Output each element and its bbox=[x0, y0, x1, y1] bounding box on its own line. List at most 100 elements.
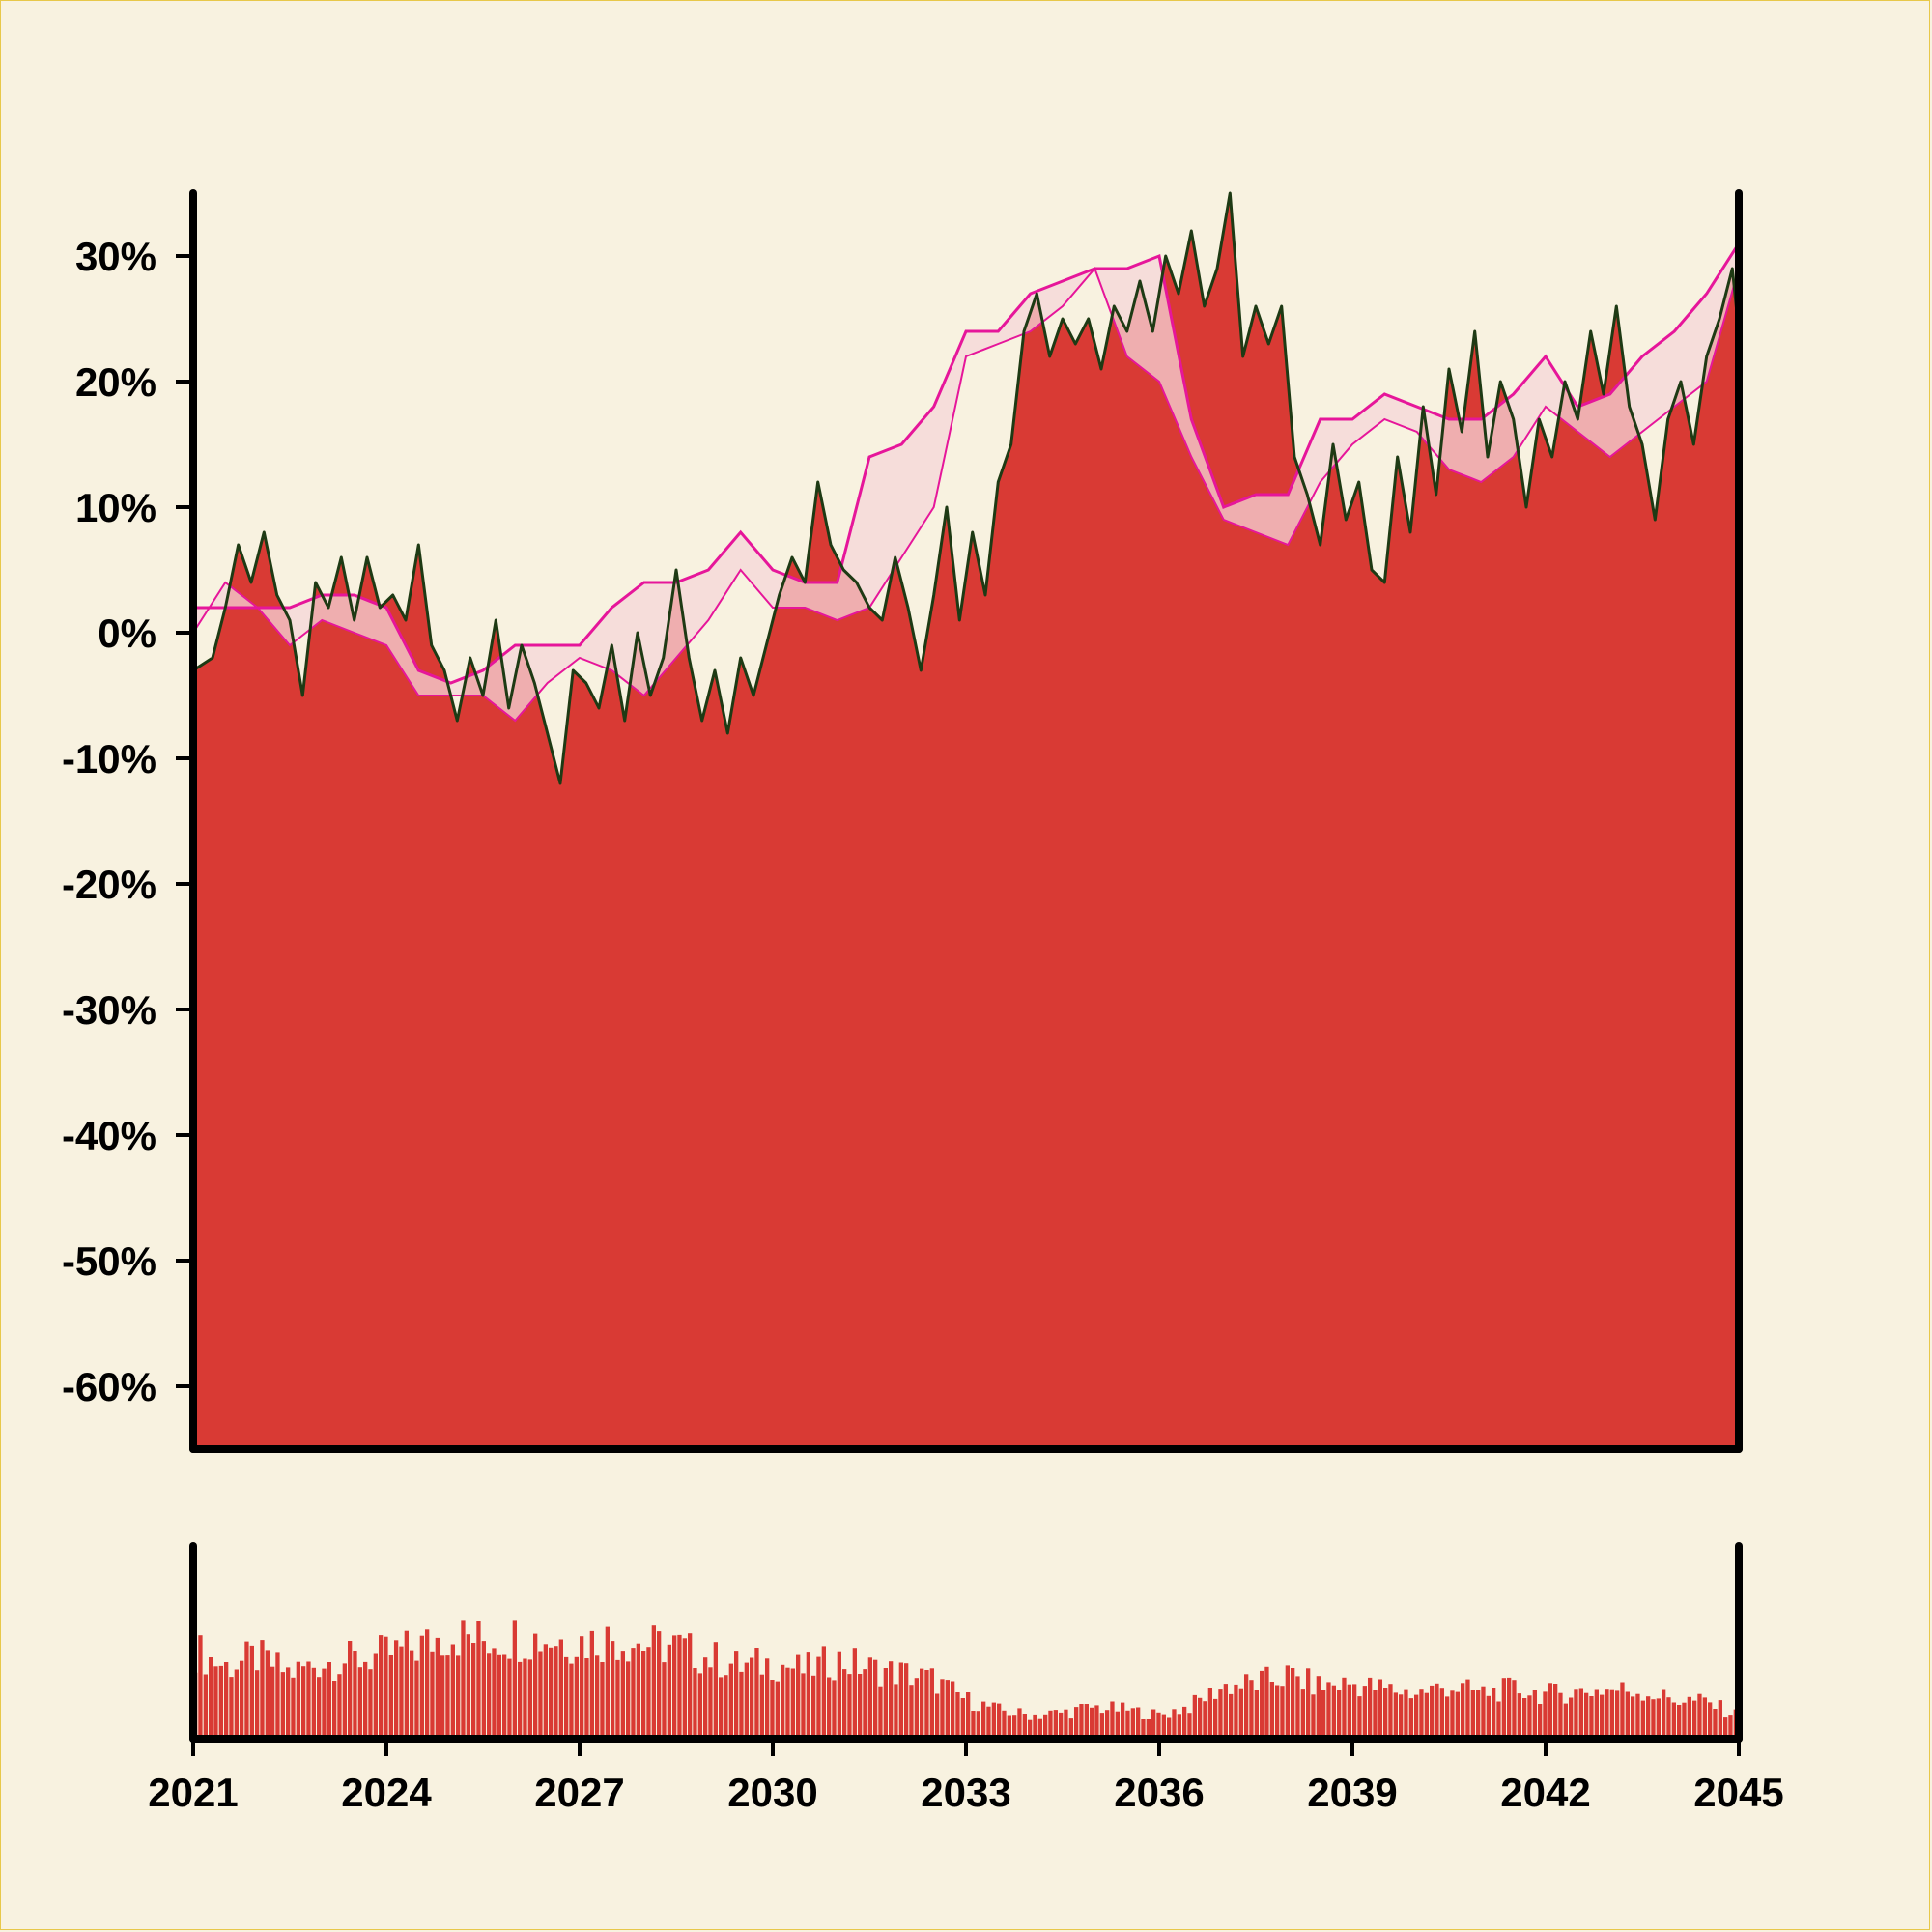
area-layer bbox=[193, 193, 1739, 1449]
volume-bar bbox=[765, 1658, 770, 1739]
volume-bar bbox=[863, 1669, 867, 1739]
volume-bar bbox=[435, 1637, 440, 1739]
volume-bar bbox=[1352, 1684, 1357, 1739]
volume-bar bbox=[600, 1662, 605, 1739]
price-layer bbox=[192, 191, 1741, 785]
volume-bar bbox=[554, 1646, 558, 1739]
volume-bar bbox=[275, 1652, 280, 1739]
volume-bar bbox=[688, 1633, 693, 1739]
volume-bar bbox=[1388, 1684, 1393, 1739]
volume-bar bbox=[399, 1646, 404, 1739]
volume-bar bbox=[858, 1674, 863, 1739]
volume-bar bbox=[951, 1681, 955, 1739]
volume-bar bbox=[1244, 1674, 1249, 1739]
volume-bar bbox=[1295, 1676, 1300, 1739]
volume-bar bbox=[1455, 1691, 1460, 1739]
volume-bar bbox=[512, 1620, 517, 1739]
volume-bar bbox=[785, 1667, 790, 1739]
volume-bar bbox=[419, 1635, 424, 1739]
volume-bar bbox=[894, 1684, 898, 1739]
volume-bar bbox=[1182, 1706, 1187, 1739]
volume-bar bbox=[1229, 1693, 1234, 1739]
volume-bar bbox=[796, 1654, 801, 1739]
volume-bar bbox=[1213, 1698, 1218, 1739]
volume-bar bbox=[265, 1650, 270, 1739]
volume-bar bbox=[920, 1668, 924, 1739]
volume-bar bbox=[1368, 1677, 1373, 1739]
volume-bar bbox=[615, 1659, 620, 1739]
volume-bar bbox=[1728, 1715, 1733, 1739]
volume-bars bbox=[193, 1620, 1738, 1739]
volume-bar bbox=[1666, 1697, 1671, 1739]
volume-bar bbox=[425, 1629, 430, 1739]
volume-bar bbox=[605, 1626, 610, 1739]
x-tick-label: 2030 bbox=[727, 1770, 817, 1815]
volume-bar bbox=[1048, 1710, 1053, 1739]
volume-bar bbox=[1316, 1676, 1321, 1739]
volume-bar bbox=[960, 1698, 965, 1739]
volume-bar bbox=[440, 1655, 445, 1739]
volume-bar bbox=[456, 1655, 461, 1739]
volume-bar bbox=[636, 1643, 640, 1739]
volume-bar bbox=[781, 1664, 785, 1739]
y-tick-label: 10% bbox=[75, 485, 156, 530]
volume-bar bbox=[487, 1653, 492, 1739]
volume-bar bbox=[1362, 1686, 1367, 1739]
volume-bar bbox=[595, 1655, 600, 1739]
volume-bar bbox=[1002, 1710, 1007, 1739]
volume-bar bbox=[1656, 1698, 1661, 1739]
volume-bar bbox=[816, 1656, 821, 1739]
volume-bar bbox=[1512, 1680, 1517, 1739]
volume-bar bbox=[527, 1659, 532, 1739]
volume-bar bbox=[1461, 1683, 1465, 1739]
volume-bar bbox=[1697, 1693, 1702, 1739]
volume-bar bbox=[1017, 1708, 1022, 1739]
volume-bar bbox=[1718, 1700, 1722, 1739]
volume-bar bbox=[1682, 1702, 1687, 1739]
volume-bar bbox=[945, 1680, 950, 1739]
volume-bar bbox=[1548, 1683, 1552, 1739]
volume-bar bbox=[832, 1680, 837, 1739]
volume-bar bbox=[270, 1666, 275, 1739]
volume-bar bbox=[240, 1660, 244, 1739]
volume-bar bbox=[966, 1692, 971, 1739]
x-tick-label: 2039 bbox=[1307, 1770, 1397, 1815]
volume-bar bbox=[1300, 1689, 1305, 1739]
volume-bar bbox=[883, 1668, 888, 1739]
volume-bar bbox=[311, 1667, 316, 1739]
volume-bar bbox=[549, 1647, 554, 1739]
volume-bar bbox=[1218, 1689, 1223, 1739]
volume-bar bbox=[1723, 1717, 1728, 1739]
volume-bar bbox=[672, 1635, 677, 1739]
volume-bar bbox=[1492, 1688, 1496, 1739]
volume-bar bbox=[1486, 1695, 1491, 1739]
volume-bar bbox=[997, 1703, 1002, 1739]
volume-bar bbox=[1249, 1680, 1254, 1739]
volume-bar bbox=[373, 1653, 378, 1739]
volume-bar bbox=[1172, 1709, 1177, 1739]
volume-bar bbox=[971, 1711, 976, 1739]
volume-bar bbox=[693, 1668, 697, 1739]
volume-bar bbox=[1605, 1689, 1609, 1739]
volume-bar bbox=[348, 1641, 353, 1739]
volume-bar bbox=[1419, 1689, 1424, 1739]
volume-bar bbox=[744, 1662, 749, 1739]
volume-bar bbox=[476, 1621, 481, 1739]
volume-bar bbox=[1264, 1666, 1269, 1739]
volume-bar bbox=[1121, 1702, 1125, 1739]
volume-bar bbox=[1238, 1688, 1243, 1739]
volume-bar bbox=[1285, 1665, 1290, 1739]
volume-bar bbox=[1631, 1696, 1635, 1739]
volume-bar bbox=[611, 1641, 615, 1739]
volume-bar bbox=[1177, 1714, 1181, 1739]
volume-bar bbox=[955, 1692, 960, 1739]
volume-bar bbox=[1269, 1682, 1274, 1739]
volume-bar bbox=[198, 1635, 203, 1739]
volume-bar bbox=[898, 1662, 903, 1739]
volume-bar bbox=[507, 1658, 512, 1739]
volume-bar bbox=[249, 1645, 254, 1739]
volume-bar bbox=[759, 1674, 764, 1739]
main-axes bbox=[189, 189, 1743, 1453]
volume-bar bbox=[255, 1670, 260, 1739]
